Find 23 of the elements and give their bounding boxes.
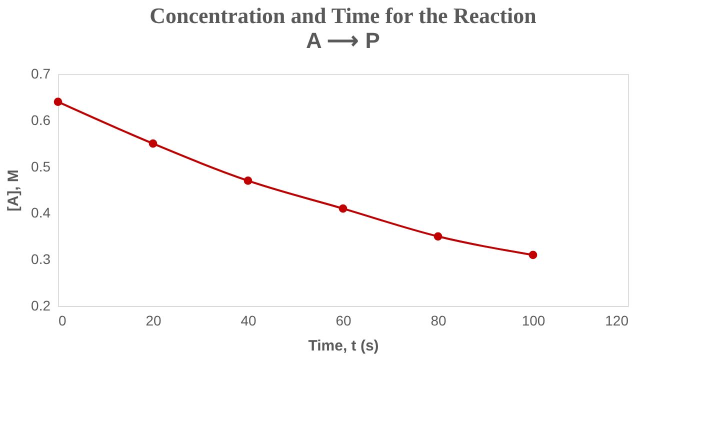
x-tick-label: 20: [146, 312, 162, 328]
point: [338, 204, 348, 213]
x-tick-label: 100: [522, 312, 546, 328]
x-tick-label: 40: [240, 312, 256, 328]
point: [244, 176, 252, 185]
x-tick-label: 80: [430, 312, 446, 328]
x-tick-label: 0: [58, 312, 66, 328]
y-tick-label: 0.3: [31, 251, 51, 268]
y-tick-label: 0.5: [31, 158, 51, 174]
point: [528, 250, 538, 260]
y-tick-label: 0.7: [31, 66, 51, 82]
y-axis-title: [A], M: [5, 170, 22, 212]
point: [54, 98, 62, 106]
y-tick-label: 0.6: [31, 112, 51, 128]
point: [434, 232, 442, 241]
y-tick-label: 0.4: [31, 204, 51, 221]
x-tick-label: 60: [336, 312, 352, 328]
y-tick-label: 0.2: [31, 298, 51, 314]
chart-subtitle: A ⟶ P: [306, 28, 380, 53]
chart-title: Concentration and Time for the Reaction: [150, 3, 536, 28]
x-axis-title: Time, t (s): [308, 338, 379, 354]
point: [148, 139, 158, 148]
x-tick-label: 120: [605, 312, 629, 328]
